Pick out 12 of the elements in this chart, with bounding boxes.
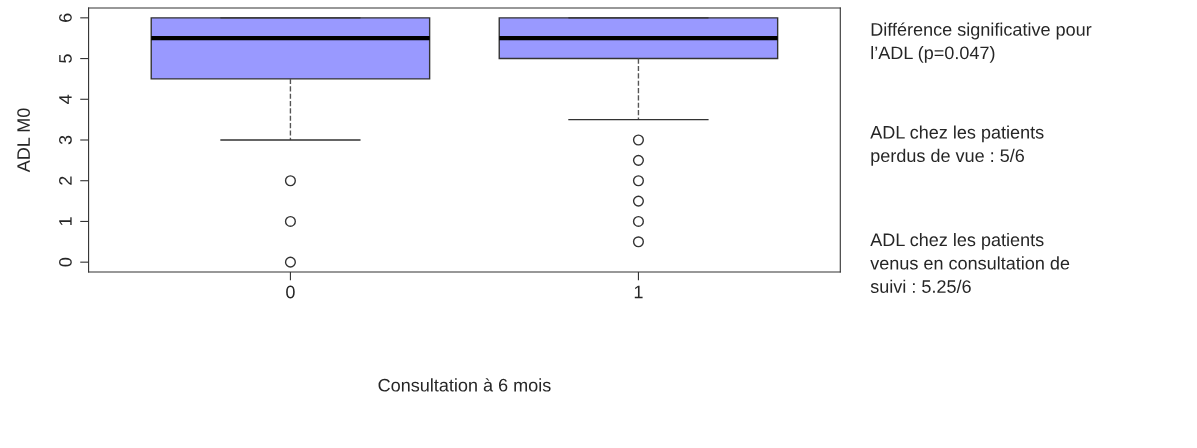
text: Différence significative pour l’ADL (p=0.047) [871,22,1092,63]
text: ADL chez les patients perdus de vue : 5/6 [870,125,1044,166]
y-tick-label: 4 [59,94,72,104]
y-tick-label: 6 [59,13,72,22]
y-tick-label: 2 [59,176,72,185]
x-axis-title: Consultation à 6 mois [378,378,551,392]
text: ADL chez les patients venus en consultation de suivi : 5.25/6 [870,232,1070,293]
y-axis-title: ADL M0 [17,108,30,173]
y-tick-label: 1 [59,217,72,226]
y-tick-label: 3 [59,135,72,145]
y-tick-label: 5 [59,54,72,63]
y-tick-label: 0 [59,257,72,267]
